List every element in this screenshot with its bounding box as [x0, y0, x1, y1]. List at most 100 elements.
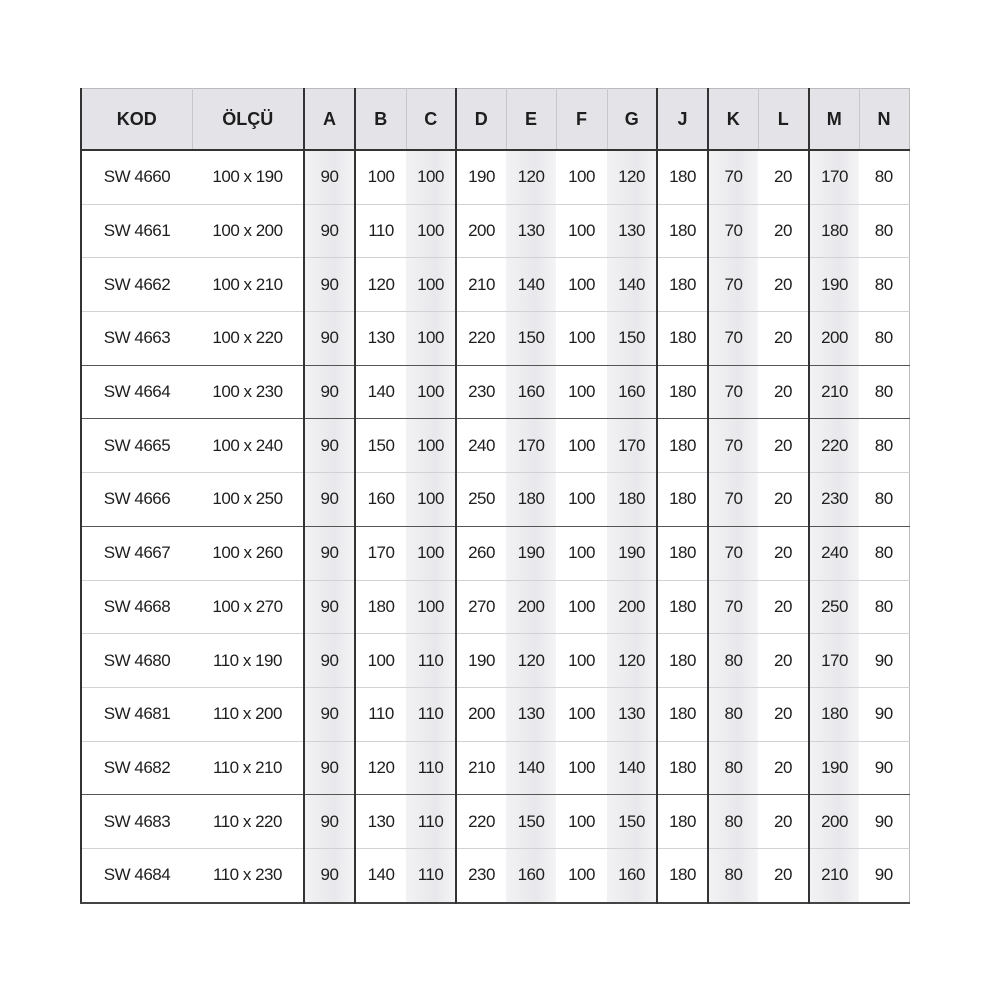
table-cell: 250 [455, 472, 506, 527]
table-cell: 100 [556, 257, 607, 312]
table-cell: 200 [455, 203, 506, 258]
table-cell: 100 x 210 [192, 257, 304, 312]
table-cell: 20 [758, 740, 809, 795]
table-cell: 180 [656, 794, 708, 849]
table-cell: 180 [354, 579, 406, 634]
table-cell: 120 [607, 633, 657, 688]
table-cell: SW 4680 [81, 633, 192, 688]
table-cell: 100 [354, 149, 406, 205]
table-cell: 180 [506, 472, 556, 527]
table-cell: 90 [303, 418, 355, 473]
table-cell: 70 [707, 311, 758, 366]
table-cell: 90 [859, 794, 909, 849]
table-cell: 110 x 210 [192, 740, 304, 795]
table-cell: 100 [406, 579, 456, 634]
table-cell: 210 [808, 847, 859, 903]
table-cell: 20 [758, 794, 809, 849]
table-cell: 130 [506, 686, 556, 742]
column-header-d: D [455, 88, 506, 151]
table-row: SW 4684 110 x 230 90 140 110 230 160 100 160 180 8… [81, 847, 909, 903]
table-cell: 180 [808, 686, 859, 742]
table-cell: 190 [607, 525, 657, 580]
table-cell: SW 4667 [81, 525, 192, 580]
table-cell: SW 4684 [81, 847, 192, 903]
table-cell: SW 4665 [81, 418, 192, 473]
table-cell: 150 [506, 794, 556, 849]
column-header-ölçü: ÖLÇÜ [191, 88, 304, 151]
table-cell: 110 [354, 203, 406, 258]
table-cell: 80 [707, 633, 758, 688]
table-cell: 180 [607, 472, 657, 527]
table-row: SW 4660 100 x 190 90 100 100 190 120 100 120 180 7… [81, 149, 909, 205]
table-cell: 80 [707, 794, 758, 849]
table-cell: 150 [506, 311, 556, 366]
table-cell: 100 [556, 847, 607, 903]
table-cell: 250 [808, 579, 859, 634]
table-cell: 100 [354, 633, 406, 688]
table-cell: 80 [859, 364, 909, 419]
table-cell: 80 [859, 418, 909, 473]
table-cell: 100 x 240 [192, 418, 304, 473]
table-cell: 90 [303, 203, 355, 258]
table-cell: 20 [758, 149, 809, 205]
table-cell: 230 [455, 364, 506, 419]
table-cell: 90 [303, 311, 355, 366]
table-cell: 90 [303, 257, 355, 312]
table-cell: 230 [808, 472, 859, 527]
table-cell: 90 [303, 847, 355, 903]
table-cell: 80 [707, 847, 758, 903]
table-cell: 80 [859, 257, 909, 312]
table-cell: 80 [859, 149, 909, 205]
table-cell: 100 [556, 203, 607, 258]
table-cell: 100 [406, 311, 456, 366]
table-cell: 90 [303, 794, 355, 849]
table-cell: 100 [556, 311, 607, 366]
table-cell: 100 [406, 203, 456, 258]
table-cell: 70 [707, 418, 758, 473]
table-cell: 90 [303, 525, 355, 580]
table-cell: 180 [656, 686, 708, 742]
table-cell: 110 [406, 686, 456, 742]
table-cell: SW 4681 [81, 686, 192, 742]
table-cell: 160 [506, 364, 556, 419]
table-cell: 180 [656, 203, 708, 258]
table-cell: 220 [455, 311, 506, 366]
table-cell: 200 [506, 579, 556, 634]
table-cell: 80 [859, 525, 909, 580]
table-cell: 230 [455, 847, 506, 903]
table-cell: 70 [707, 257, 758, 312]
table-cell: SW 4660 [81, 149, 192, 205]
table-row: SW 4667 100 x 260 90 170 100 260 190 100 190 180 7… [81, 525, 909, 580]
table-cell: 160 [354, 472, 406, 527]
table-cell: 70 [707, 364, 758, 419]
table-cell: 180 [656, 579, 708, 634]
table-cell: 190 [455, 149, 506, 205]
table-cell: 100 [556, 364, 607, 419]
table-cell: 100 x 230 [192, 364, 304, 419]
table-cell: 100 [406, 525, 456, 580]
table-cell: 110 [406, 847, 456, 903]
table-cell: 170 [354, 525, 406, 580]
table-cell: 140 [607, 740, 657, 795]
table-cell: 130 [354, 794, 406, 849]
table-row: SW 4681 110 x 200 90 110 110 200 130 100 130 180 8… [81, 686, 909, 742]
table-cell: 20 [758, 364, 809, 419]
column-header-e: E [505, 88, 556, 151]
table-cell: 80 [859, 311, 909, 366]
column-header-c: C [405, 88, 456, 151]
table-cell: 20 [758, 418, 809, 473]
table-row: SW 4680 110 x 190 90 100 110 190 120 100 120 180 8… [81, 633, 909, 688]
table-cell: 260 [455, 525, 506, 580]
table-cell: 20 [758, 847, 809, 903]
table-row: SW 4664 100 x 230 90 140 100 230 160 100 160 180 7… [81, 364, 909, 419]
table-cell: 110 [354, 686, 406, 742]
table-cell: SW 4683 [81, 794, 192, 849]
table-cell: SW 4682 [81, 740, 192, 795]
table-cell: 110 x 190 [192, 633, 304, 688]
table-cell: 120 [506, 149, 556, 205]
column-header-m: M [808, 88, 859, 151]
table-cell: 80 [707, 686, 758, 742]
table-cell: 200 [808, 794, 859, 849]
table-cell: 220 [455, 794, 506, 849]
table-row: SW 4661 100 x 200 90 110 100 200 130 100 130 180 7… [81, 203, 909, 258]
